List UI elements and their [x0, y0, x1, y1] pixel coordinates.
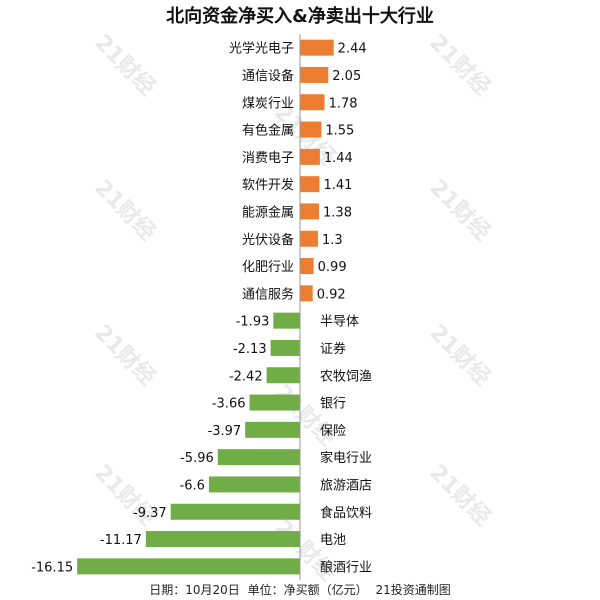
value-label: -3.97 — [208, 424, 242, 439]
bar — [249, 395, 300, 411]
category-label: 保险 — [320, 424, 346, 439]
category-label: 光学光电子 — [229, 41, 294, 57]
value-label: -16.15 — [31, 560, 73, 575]
bar — [209, 476, 300, 492]
value-label: 2.44 — [338, 42, 367, 57]
category-label: 软件开发 — [242, 177, 294, 193]
value-label: 1.44 — [324, 151, 353, 166]
category-label: 家电行业 — [320, 450, 372, 466]
category-label: 有色金属 — [242, 123, 294, 139]
category-label: 通信设备 — [242, 68, 294, 84]
value-label: 1.3 — [322, 233, 343, 248]
value-label: 2.05 — [332, 69, 361, 84]
bar — [273, 313, 300, 329]
value-label: -2.13 — [233, 342, 267, 357]
bar — [218, 449, 300, 465]
category-label: 证券 — [320, 341, 346, 357]
value-label: 0.92 — [317, 287, 346, 302]
watermark-text: 21财经 — [269, 379, 340, 450]
bar — [300, 176, 319, 192]
category-label: 银行 — [320, 397, 346, 412]
category-label: 通信服务 — [242, 286, 294, 302]
value-label: 1.78 — [329, 96, 358, 111]
category-label: 半导体 — [320, 315, 359, 330]
bar — [271, 340, 300, 356]
bar — [300, 40, 334, 56]
footer-date: 日期：10月20日 — [149, 583, 240, 597]
bar — [267, 367, 300, 383]
bar — [300, 203, 319, 219]
category-label: 消费电子 — [242, 151, 294, 166]
bar — [77, 558, 300, 574]
category-label: 酿酒行业 — [320, 559, 372, 575]
value-label: -6.6 — [180, 478, 205, 493]
category-label: 食品饮料 — [320, 505, 372, 521]
category-label: 光伏设备 — [242, 232, 294, 248]
watermark-text: 21财经 — [424, 174, 495, 245]
bar — [300, 94, 325, 110]
bar — [300, 231, 318, 247]
footer-unit: 单位：净买额（亿元） — [248, 583, 368, 597]
value-label: 1.55 — [325, 124, 354, 139]
watermark-text: 21财经 — [89, 319, 160, 390]
chart-footer: 日期：10月20日 单位：净买额（亿元） 21投资通制图 — [0, 581, 600, 598]
value-label: -1.93 — [236, 315, 270, 330]
bar — [300, 122, 321, 138]
value-label: 1.41 — [323, 178, 352, 193]
watermark-text: 21财经 — [424, 459, 495, 530]
category-label: 煤炭行业 — [242, 96, 294, 111]
value-label: -9.37 — [133, 506, 167, 521]
bar — [300, 258, 314, 274]
bar — [300, 149, 320, 165]
value-label: 0.99 — [318, 260, 347, 275]
value-label: -2.42 — [229, 369, 263, 384]
bar — [245, 422, 300, 438]
watermark-text: 21财经 — [424, 29, 495, 100]
value-label: -3.66 — [212, 397, 246, 412]
category-label: 农牧饲渔 — [320, 369, 372, 384]
bar — [146, 531, 300, 547]
footer-source: 21投资通制图 — [375, 583, 450, 597]
category-label: 电池 — [320, 533, 346, 548]
watermark-text: 21财经 — [424, 319, 495, 390]
category-label: 化肥行业 — [242, 260, 294, 275]
value-label: 1.38 — [323, 205, 352, 220]
category-label: 旅游酒店 — [320, 478, 372, 493]
bar — [300, 285, 313, 301]
bar — [171, 504, 300, 520]
value-label: -11.17 — [100, 533, 142, 548]
watermark-text: 21财经 — [89, 174, 160, 245]
bar — [300, 67, 328, 83]
category-label: 能源金属 — [242, 204, 294, 220]
watermark-text: 21财经 — [89, 29, 160, 100]
value-label: -5.96 — [180, 451, 214, 466]
